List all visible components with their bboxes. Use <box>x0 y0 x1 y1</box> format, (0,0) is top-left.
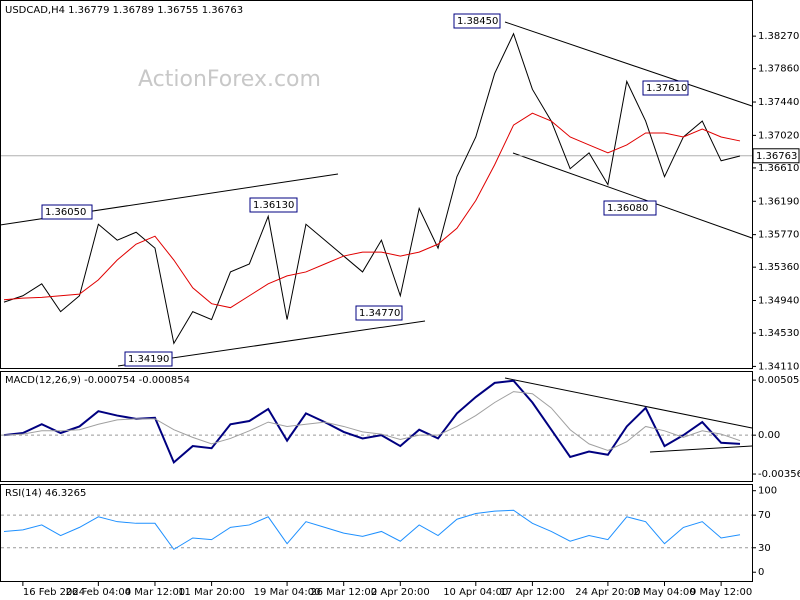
x-tick-label: 9 May 12:00 <box>690 587 752 598</box>
y-tick-label: 0 <box>758 567 764 578</box>
series-line <box>3 379 741 465</box>
annotation-box <box>124 351 173 367</box>
annotation-box <box>249 197 298 213</box>
annotation: 1.36130 <box>253 200 294 211</box>
annotation: 1.37610 <box>646 83 687 94</box>
rsi-frame <box>0 484 753 582</box>
y-tick-label: 1.36190 <box>758 196 799 207</box>
y-tick-label: 70 <box>758 510 771 521</box>
annotation: 1.38450 <box>457 16 498 27</box>
annotation-box <box>642 80 689 96</box>
y-tick-label: 1.35360 <box>758 262 799 273</box>
y-tick-label: 1.36610 <box>758 163 799 174</box>
trendline <box>504 377 753 429</box>
series-line <box>3 32 741 345</box>
x-tick-label: 2 May 04:00 <box>633 587 695 598</box>
annotation: 1.34770 <box>359 308 400 319</box>
x-tick-label: 19 Mar 04:00 <box>254 587 321 598</box>
x-tick-label: 26 Feb 04:00 <box>66 587 132 598</box>
price-frame <box>0 0 753 369</box>
annotation: 1.34190 <box>128 354 169 365</box>
annotation-box <box>355 305 403 321</box>
macd-frame <box>0 371 753 482</box>
y-tick-label: 100 <box>758 486 777 497</box>
y-tick-label: 1.34530 <box>758 328 799 339</box>
x-tick-label: 10 Apr 04:00 <box>443 587 508 598</box>
trendline <box>504 21 753 107</box>
y-tick-label: 0.005054 <box>758 375 800 386</box>
x-tick-label: 26 Mar 12:00 <box>310 587 377 598</box>
annotation: 1.36050 <box>45 207 86 218</box>
watermark: ActionForex.com <box>138 67 321 92</box>
annotation: 1.36080 <box>607 203 648 214</box>
y-tick-label: 1.35770 <box>758 230 799 241</box>
y-tick-label: -0.003569 <box>758 469 800 480</box>
y-tick-label: 1.37860 <box>758 64 799 75</box>
y-tick-label: 1.37440 <box>758 97 799 108</box>
x-tick-label: 17 Apr 12:00 <box>500 587 565 598</box>
x-tick-label: 11 Mar 20:00 <box>178 587 245 598</box>
y-tick-label: 1.34110 <box>758 361 799 372</box>
x-tick-label: 24 Apr 20:00 <box>575 587 640 598</box>
x-tick-label: 16 Feb 2024 <box>23 587 85 598</box>
trendline <box>512 152 753 239</box>
rsi-title: RSI(14) 46.3265 <box>5 488 86 499</box>
x-tick-label: 4 Mar 12:00 <box>125 587 185 598</box>
last-price-box <box>752 148 800 164</box>
series-line <box>3 509 741 551</box>
x-tick-label: 2 Apr 20:00 <box>371 587 430 598</box>
annotation-box <box>603 200 657 216</box>
y-tick-label: 0.00 <box>758 430 780 441</box>
y-tick-label: 1.38270 <box>758 31 799 42</box>
last-price-label: 1.36763 <box>756 151 797 162</box>
series-line <box>3 112 741 309</box>
series-line <box>3 391 741 451</box>
y-tick-label: 1.34940 <box>758 296 799 307</box>
trendline <box>649 445 753 453</box>
macd-title: MACD(12,26,9) -0.000754 -0.000854 <box>5 375 190 386</box>
y-tick-label: 1.37020 <box>758 130 799 141</box>
annotation-box <box>41 204 93 220</box>
chart-title: USDCAD,H4 1.36779 1.36789 1.36755 1.3676… <box>5 5 243 16</box>
y-tick-label: 30 <box>758 543 771 554</box>
annotation-box <box>453 13 501 29</box>
